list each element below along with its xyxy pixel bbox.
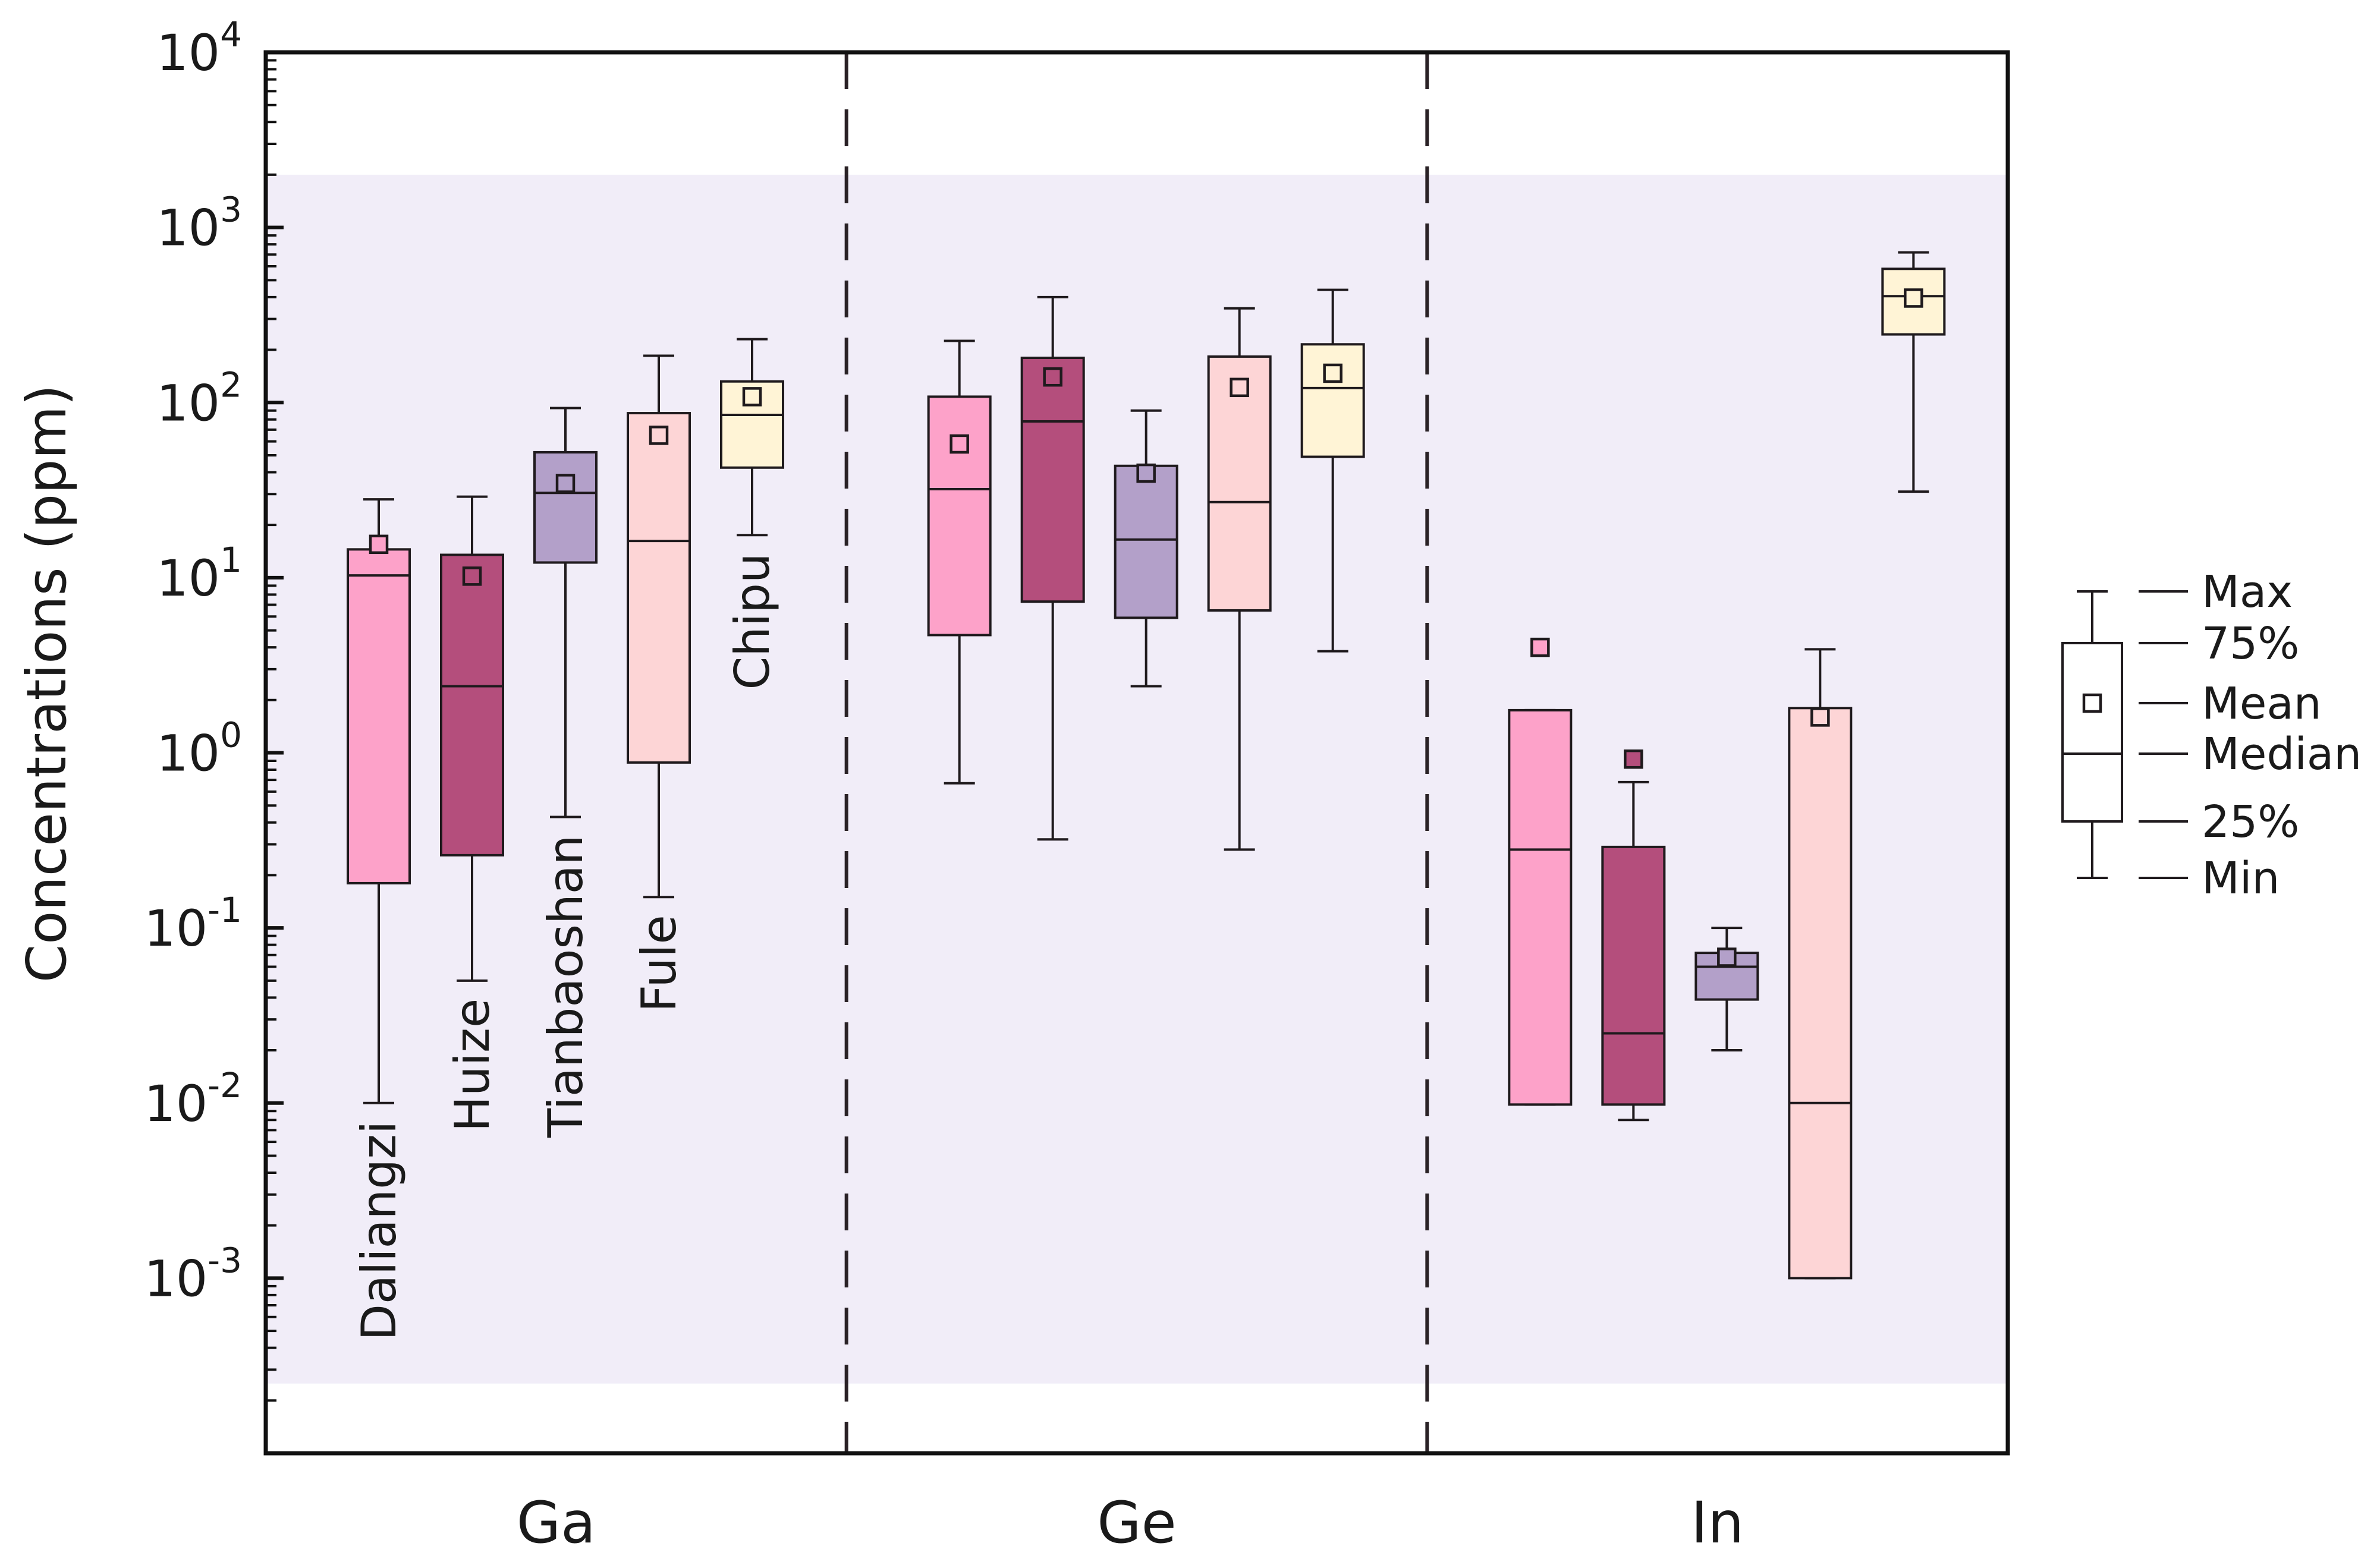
box-in-huize [1601,749,1666,1122]
y-tick-base: 10 [156,549,220,607]
y-tick-exponent: 2 [220,364,242,405]
box-iqr [440,553,504,857]
y-axis-label: Concentrations (ppm) [15,385,78,983]
legend-item-label: 75% [2202,618,2299,669]
y-tick-label: 104 [156,14,242,82]
legend-item-label: Median [2202,729,2362,780]
y-tick-exponent: -2 [207,1065,242,1106]
box-iqr [1788,707,1853,1280]
mean-marker [1624,749,1643,769]
y-tick-base: 10 [144,1075,207,1133]
box-ga-daliangzi [347,498,411,1104]
box-layer [347,251,1946,1280]
box-ge-daliangzi [927,339,992,785]
y-tick-base: 10 [156,374,220,432]
y-tick-label: 100 [156,715,242,783]
y-tick-base: 10 [156,725,220,783]
x-group-label-in: In [1691,1490,1744,1556]
y-tick-label: 103 [156,190,242,257]
legend-box [2061,642,2123,823]
series-label-chipu: Chipu [725,553,780,689]
box-in-daliangzi [1508,637,1573,1106]
box-iqr [627,412,691,764]
mean-marker [1904,288,1923,308]
legend-item-label: Max [2202,566,2293,618]
box-in-chipu [1881,251,1946,493]
mean-marker [369,534,389,555]
y-tick-label: 10-3 [144,1240,242,1308]
mean-marker [555,474,576,493]
y-tick-base: 10 [156,24,220,82]
box-iqr [927,395,992,637]
y-tick-label: 101 [156,540,242,607]
box-iqr [1114,464,1178,619]
mean-marker [742,387,762,407]
box-ga-chipu [720,338,784,537]
y-tick-exponent: -1 [207,890,242,930]
y-tick-base: 10 [144,899,207,958]
box-in-tianbaoshan [1694,927,1759,1052]
shaded-band-layer [266,174,2008,1384]
box-iqr [533,451,598,564]
y-tick-exponent: 4 [220,14,242,55]
y-tick-exponent: 3 [220,190,242,230]
box-iqr [1300,343,1365,458]
box-ge-tianbaoshan [1114,409,1178,688]
y-tick-label: 10-1 [144,890,242,958]
y-tick-exponent: 1 [220,540,242,580]
mean-marker [1043,367,1062,387]
x-axis: Ga Ge In [517,1490,1744,1556]
mean-marker [1717,947,1737,967]
series-label-tianbaoshan: Tianbaoshan [538,835,593,1138]
legend-item-label: Min [2202,853,2280,904]
y-tick-exponent: 0 [220,715,242,755]
mean-marker [1530,637,1550,657]
mean-marker [649,426,669,445]
mean-marker [1136,463,1156,483]
mean-marker [1810,707,1830,727]
series-label-huize: Huize [445,999,500,1132]
legend-item-label: Mean [2202,678,2322,729]
box-iqr [1601,845,1666,1106]
y-tick-label: 102 [156,364,242,432]
y-tick-base: 10 [144,1249,207,1308]
mean-marker [462,566,482,586]
legend-item-label: 25% [2202,796,2299,848]
box-ga-tianbaoshan [533,407,598,818]
y-tick-label: 10-2 [144,1065,242,1133]
x-group-label-ge: Ge [1097,1490,1176,1556]
box-iqr [1508,708,1573,1106]
x-group-label-ga: Ga [517,1490,596,1556]
legend-mean-marker [2082,693,2102,713]
box-iqr [1020,357,1085,603]
box-ge-chipu [1300,288,1365,653]
mean-marker [1230,377,1249,398]
group-dividers [844,52,1429,1453]
box-ge-fule [1207,307,1272,851]
box-in-fule [1788,648,1853,1280]
y-tick-exponent: -3 [207,1240,242,1280]
box-iqr [347,548,411,884]
mean-marker [1323,363,1343,383]
shaded-band [266,174,2008,1384]
mean-marker [950,434,969,454]
series-label-daliangzi: Daliangzi [351,1121,407,1341]
series-label-fule: Fule [631,915,687,1012]
box-ga-huize [440,495,504,982]
box-ge-huize [1020,295,1085,841]
y-tick-base: 10 [156,199,220,257]
box-ga-fule [627,354,691,899]
series-labels: Daliangzi Huize Tianbaoshan Fule Chipu [351,553,780,1340]
box-iqr [1207,355,1272,612]
